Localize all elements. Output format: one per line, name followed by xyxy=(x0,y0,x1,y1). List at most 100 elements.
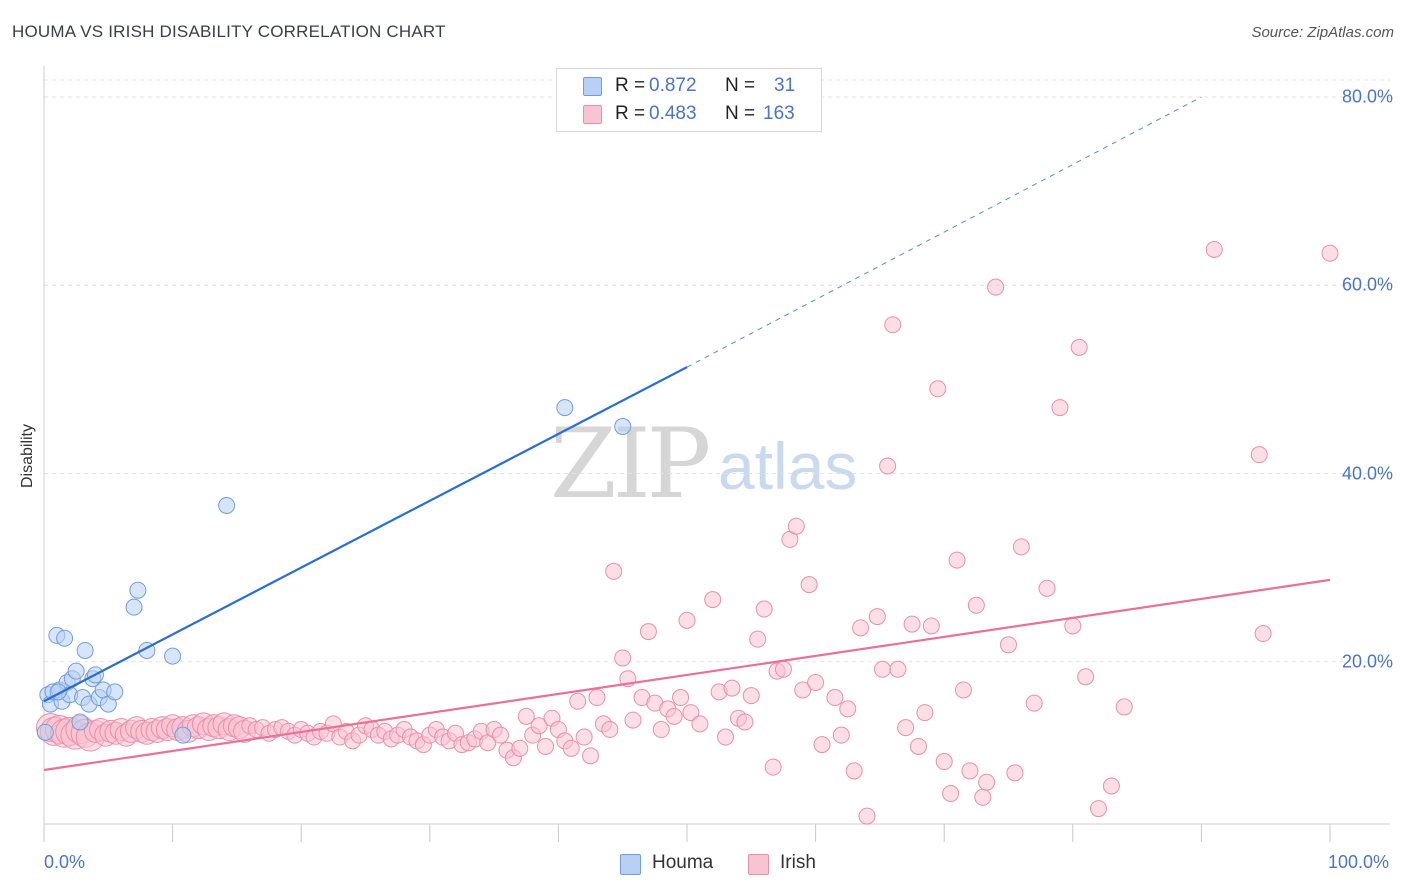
irish-point xyxy=(813,736,831,754)
irish-swatch xyxy=(583,105,602,124)
irish-point xyxy=(530,717,548,735)
irish-point xyxy=(903,615,921,633)
y-tick-label: 80.0% xyxy=(1341,86,1393,107)
irish-point xyxy=(954,681,972,699)
y-axis-label: Disability xyxy=(19,423,36,489)
houma-point xyxy=(56,629,74,647)
chart-title: HOUMA VS IRISH DISABILITY CORRELATION CH… xyxy=(12,22,446,41)
houma-point xyxy=(614,417,632,435)
x-tick-label-max: 100.0% xyxy=(1328,852,1390,872)
irish-point xyxy=(884,316,902,334)
irish-point xyxy=(652,721,670,739)
irish-point xyxy=(845,762,863,780)
irish-point xyxy=(1012,538,1030,556)
bottom-houma-swatch xyxy=(620,854,641,875)
houma-point xyxy=(129,581,147,599)
irish-point xyxy=(742,687,760,705)
irish-point xyxy=(736,713,754,731)
irish-point xyxy=(1090,800,1108,818)
houma-point xyxy=(556,399,574,417)
irish-point xyxy=(575,728,593,746)
irish-point xyxy=(517,707,535,725)
stats-legend: R = 0.872 N = 31 R = 0.483 N = 163 xyxy=(556,68,822,132)
irish-point xyxy=(1115,698,1133,716)
irish-point xyxy=(764,758,782,776)
houma-point xyxy=(76,641,94,659)
bottom-houma-label: Houma xyxy=(652,852,714,873)
irish-point xyxy=(873,660,891,678)
houma-n-value: 31 xyxy=(774,75,796,96)
irish-point xyxy=(691,715,709,733)
irish-point xyxy=(800,576,818,594)
irish-point xyxy=(935,753,953,771)
irish-point xyxy=(1250,446,1268,464)
irish-point xyxy=(889,660,907,678)
irish-point xyxy=(929,380,947,398)
y-tick-label: 20.0% xyxy=(1341,651,1393,672)
irish-trend-line xyxy=(43,578,1331,772)
irish-point xyxy=(537,737,555,755)
irish-point xyxy=(1038,579,1056,597)
irish-r-label: R = xyxy=(615,103,646,124)
irish-point xyxy=(1025,694,1043,712)
irish-point xyxy=(723,679,741,697)
y-tick-label: 60.0% xyxy=(1341,274,1393,295)
bottom-irish-label: Irish xyxy=(780,852,816,873)
irish-point xyxy=(1064,617,1082,635)
irish-point xyxy=(787,517,805,535)
irish-point xyxy=(774,660,792,678)
irish-point xyxy=(794,681,812,699)
irish-point xyxy=(682,704,700,722)
irish-point xyxy=(704,591,722,609)
houma-point xyxy=(71,713,89,731)
irish-point xyxy=(1102,777,1120,795)
x-tick-label-min: 0.0% xyxy=(44,852,86,872)
irish-point xyxy=(858,807,876,825)
irish-point xyxy=(1051,399,1069,417)
houma-r-value: 0.872 xyxy=(649,75,697,96)
irish-point xyxy=(624,711,642,729)
houma-swatch xyxy=(583,77,602,96)
irish-point xyxy=(601,721,619,739)
irish-r-value: 0.483 xyxy=(649,103,697,124)
houma-point xyxy=(125,598,143,616)
houma-point xyxy=(106,683,124,701)
irish-point xyxy=(1254,625,1272,643)
irish-point xyxy=(1006,764,1024,782)
irish-point xyxy=(922,617,940,635)
houma-trend-line xyxy=(43,366,688,703)
irish-point xyxy=(942,785,960,803)
irish-point xyxy=(967,596,985,614)
irish-point xyxy=(614,649,632,667)
irish-point xyxy=(569,692,587,710)
irish-point xyxy=(1205,240,1223,258)
irish-point xyxy=(1070,338,1088,356)
houma-r-label: R = xyxy=(615,75,646,96)
irish-point xyxy=(1077,668,1095,686)
irish-point xyxy=(672,689,690,707)
houma-point xyxy=(218,497,236,515)
irish-point xyxy=(1000,636,1017,654)
irish-point xyxy=(807,673,825,691)
trend-lines xyxy=(43,96,1331,772)
irish-point xyxy=(868,608,886,626)
irish-point xyxy=(562,739,580,757)
chart-source: Source: ZipAtlas.com xyxy=(1251,24,1394,41)
irish-point xyxy=(1321,244,1339,262)
irish-point xyxy=(755,600,773,618)
irish-point xyxy=(987,278,1005,296)
legend-row-irish: R = 0.483 N = 163 xyxy=(557,101,821,127)
houma-point xyxy=(174,726,192,744)
irish-point xyxy=(948,551,966,569)
irish-point xyxy=(897,719,915,737)
irish-point xyxy=(639,623,657,641)
watermark-atlas: atlas xyxy=(718,429,858,503)
irish-point xyxy=(826,689,844,707)
bottom-irish-swatch xyxy=(748,854,769,875)
irish-point xyxy=(717,728,735,746)
irish-point xyxy=(582,747,600,765)
irish-point xyxy=(749,630,767,648)
irish-point xyxy=(665,707,683,725)
irish-point xyxy=(839,700,857,718)
